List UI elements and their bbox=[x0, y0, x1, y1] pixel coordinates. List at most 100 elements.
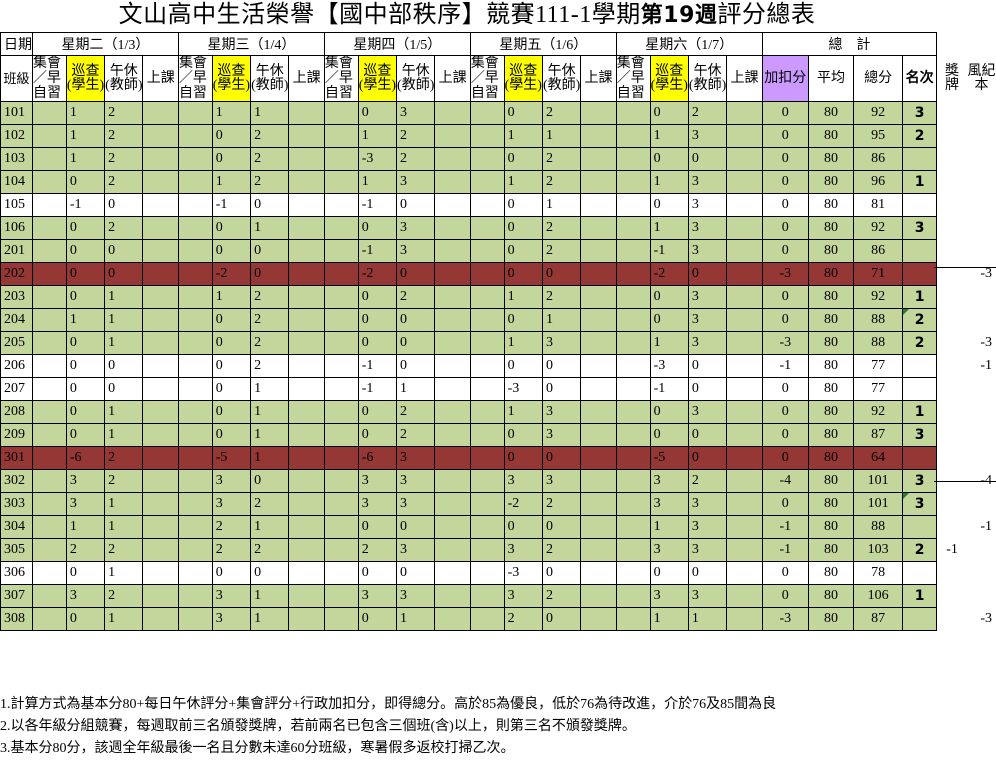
total-score-cell: 71 bbox=[853, 262, 904, 286]
noon-cell: 3 bbox=[687, 216, 728, 240]
patrol-cell: 0 bbox=[211, 377, 252, 401]
average-cell: 80 bbox=[807, 538, 855, 562]
patrol-cell: 0 bbox=[211, 354, 252, 378]
adjust-cell: -3 bbox=[761, 262, 809, 286]
patrol-cell: 0 bbox=[503, 262, 543, 286]
assembly-cell bbox=[615, 400, 651, 424]
noon-cell: 2 bbox=[250, 285, 290, 309]
assembly-cell bbox=[615, 216, 651, 240]
adjust-cell: 0 bbox=[761, 147, 809, 171]
style-book-cell bbox=[967, 538, 996, 562]
table-row: 208 0 1 0 1 0 2 1 3 0 3 0 80 92 1 bbox=[0, 400, 996, 424]
noon-cell: 2 bbox=[104, 147, 144, 171]
assembly-header-line: 自習 bbox=[470, 86, 499, 101]
award-cell: -1 bbox=[936, 538, 968, 562]
class-number-cell: 304 bbox=[0, 515, 33, 539]
class-period-cell bbox=[580, 561, 617, 585]
award-cell bbox=[936, 285, 968, 309]
patrol-cell: 0 bbox=[503, 216, 543, 240]
noon-cell: 0 bbox=[250, 239, 290, 263]
patrol-cell: 0 bbox=[211, 308, 252, 332]
assembly-cell bbox=[32, 170, 67, 194]
noon-cell: 3 bbox=[541, 331, 582, 355]
assembly-cell bbox=[323, 101, 359, 125]
patrol-cell: -2 bbox=[649, 262, 689, 286]
patrol-cell: 0 bbox=[503, 101, 543, 125]
patrol-cell: 0 bbox=[503, 193, 543, 217]
class-period-cell bbox=[288, 538, 325, 562]
noon-cell: 2 bbox=[541, 285, 582, 309]
adjust-cell: 0 bbox=[761, 216, 809, 240]
patrol-cell: 1 bbox=[649, 170, 689, 194]
noon-cell: 0 bbox=[687, 354, 728, 378]
patrol-cell: 0 bbox=[65, 331, 106, 355]
assembly-cell bbox=[469, 147, 505, 171]
class-period-cell bbox=[434, 469, 471, 493]
class-period-cell bbox=[580, 285, 617, 309]
assembly-cell bbox=[469, 124, 505, 148]
noon-header-line: (教師) bbox=[105, 77, 143, 93]
total-score-cell: 87 bbox=[853, 607, 904, 631]
noon-header-line: 午休 bbox=[109, 63, 138, 79]
noon-header-line: 午休 bbox=[547, 63, 576, 79]
table-row: 301 -6 2 -5 1 -6 3 0 0 -5 0 0 80 64 bbox=[0, 446, 996, 470]
assembly-cell bbox=[177, 124, 213, 148]
patrol-cell: 3 bbox=[211, 584, 252, 608]
noon-cell: 1 bbox=[250, 216, 290, 240]
style-book-cell bbox=[967, 446, 996, 470]
class-period-cell bbox=[434, 147, 471, 171]
noon-cell: 0 bbox=[104, 354, 144, 378]
class-period-cell bbox=[434, 492, 471, 516]
noon-cell: 2 bbox=[250, 147, 290, 171]
patrol-header-line: (學生) bbox=[212, 77, 251, 93]
assembly-cell bbox=[177, 170, 213, 194]
class-period-cell bbox=[434, 354, 471, 378]
table-row: 303 3 1 3 2 3 3 -2 2 3 3 0 80 101 3 bbox=[0, 492, 996, 516]
assembly-cell bbox=[615, 239, 651, 263]
assembly-cell bbox=[469, 400, 505, 424]
noon-cell: 1 bbox=[396, 607, 436, 631]
class-period-cell bbox=[580, 607, 617, 631]
noon-cell: 2 bbox=[541, 170, 582, 194]
assembly-cell bbox=[469, 285, 505, 309]
noon-cell: 1 bbox=[250, 377, 290, 401]
total-score-cell: 88 bbox=[853, 331, 904, 355]
total-score-cell: 101 bbox=[853, 469, 904, 493]
class-period-cell bbox=[580, 492, 617, 516]
adjust-cell: 0 bbox=[761, 285, 809, 309]
class-period-cell bbox=[726, 354, 763, 378]
noon-cell: 3 bbox=[396, 584, 436, 608]
award-cell bbox=[936, 584, 968, 608]
patrol-header-line: (學生) bbox=[66, 77, 105, 93]
total-score-cell: 92 bbox=[853, 216, 904, 240]
class-period-cell bbox=[726, 124, 763, 148]
patrol-cell: 3 bbox=[357, 584, 398, 608]
assembly-cell bbox=[177, 285, 213, 309]
assembly-cell bbox=[615, 446, 651, 470]
patrol-cell: 0 bbox=[65, 285, 106, 309]
patrol-header-line: (學生) bbox=[650, 77, 688, 93]
patrol-cell: 0 bbox=[357, 216, 398, 240]
assembly-header: 集會 ／早 自習 bbox=[323, 55, 359, 102]
assembly-cell bbox=[615, 354, 651, 378]
class-period-header: 上課 bbox=[580, 55, 617, 102]
patrol-cell: 0 bbox=[649, 423, 689, 447]
patrol-cell: 1 bbox=[503, 331, 543, 355]
day-header: 星期六（1/7） bbox=[615, 32, 763, 56]
assembly-cell bbox=[615, 193, 651, 217]
class-period-cell bbox=[288, 331, 325, 355]
adjust-cell: -3 bbox=[761, 607, 809, 631]
noon-cell: 0 bbox=[104, 262, 144, 286]
noon-cell: 0 bbox=[396, 561, 436, 585]
noon-cell: 3 bbox=[687, 170, 728, 194]
adjust-cell: 0 bbox=[761, 584, 809, 608]
assembly-cell bbox=[32, 515, 67, 539]
patrol-cell: 0 bbox=[65, 423, 106, 447]
assembly-cell bbox=[177, 216, 213, 240]
noon-cell: 0 bbox=[541, 561, 582, 585]
noon-cell: 2 bbox=[104, 446, 144, 470]
table-row: 103 1 2 0 2 -3 2 0 2 0 0 0 80 86 bbox=[0, 147, 996, 171]
class-period-cell bbox=[142, 239, 179, 263]
noon-cell: 3 bbox=[541, 423, 582, 447]
class-period-cell bbox=[142, 584, 179, 608]
